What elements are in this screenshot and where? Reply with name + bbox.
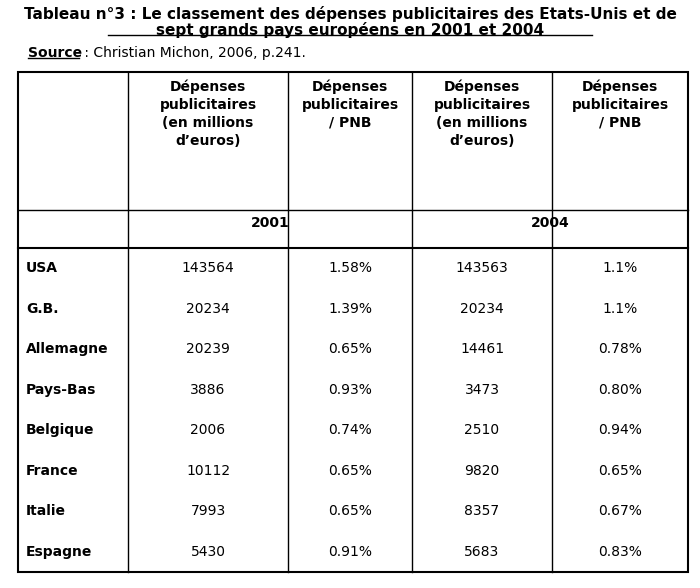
Text: Tableau n°3 : Le classement des dépenses publicitaires des Etats-Unis et de: Tableau n°3 : Le classement des dépenses… xyxy=(24,6,676,22)
Text: 20234: 20234 xyxy=(186,302,230,316)
Text: 3473: 3473 xyxy=(465,383,500,397)
Text: USA: USA xyxy=(26,261,58,275)
Text: Italie: Italie xyxy=(26,505,66,518)
Text: 7993: 7993 xyxy=(190,505,225,518)
Text: G.B.: G.B. xyxy=(26,302,59,316)
Text: 0.91%: 0.91% xyxy=(328,544,372,559)
Text: 2004: 2004 xyxy=(531,216,569,230)
Text: 20239: 20239 xyxy=(186,342,230,356)
Text: 143564: 143564 xyxy=(181,261,235,275)
Text: Allemagne: Allemagne xyxy=(26,342,108,356)
Text: 0.80%: 0.80% xyxy=(598,383,642,397)
Text: 14461: 14461 xyxy=(460,342,504,356)
Text: sept grands pays européens en 2001 et 2004: sept grands pays européens en 2001 et 20… xyxy=(156,22,544,38)
Text: 0.67%: 0.67% xyxy=(598,505,642,518)
Text: 1.39%: 1.39% xyxy=(328,302,372,316)
Text: 9820: 9820 xyxy=(464,464,500,477)
Text: 2510: 2510 xyxy=(464,423,500,437)
Text: 0.83%: 0.83% xyxy=(598,544,642,559)
Text: 0.74%: 0.74% xyxy=(328,423,372,437)
Text: Dépenses: Dépenses xyxy=(582,80,658,95)
Text: 5683: 5683 xyxy=(464,544,500,559)
Text: 2006: 2006 xyxy=(190,423,225,437)
Text: Dépenses: Dépenses xyxy=(444,80,520,95)
Text: 2001: 2001 xyxy=(251,216,289,230)
Text: Pays-Bas: Pays-Bas xyxy=(26,383,97,397)
Text: d’euros): d’euros) xyxy=(175,134,241,148)
Text: 0.65%: 0.65% xyxy=(328,505,372,518)
Text: 0.65%: 0.65% xyxy=(328,464,372,477)
Text: 0.65%: 0.65% xyxy=(328,342,372,356)
Text: Source: Source xyxy=(28,46,82,60)
Text: publicitaires: publicitaires xyxy=(302,98,398,112)
Text: 10112: 10112 xyxy=(186,464,230,477)
Text: Dépenses: Dépenses xyxy=(312,80,388,95)
Text: Belgique: Belgique xyxy=(26,423,94,437)
Text: 1.1%: 1.1% xyxy=(603,302,638,316)
Text: : Christian Michon, 2006, p.241.: : Christian Michon, 2006, p.241. xyxy=(80,46,306,60)
Text: (en millions: (en millions xyxy=(162,116,253,130)
Text: / PNB: / PNB xyxy=(598,116,641,130)
Text: 1.1%: 1.1% xyxy=(603,261,638,275)
Text: France: France xyxy=(26,464,78,477)
Text: 0.65%: 0.65% xyxy=(598,464,642,477)
Text: publicitaires: publicitaires xyxy=(433,98,531,112)
Text: publicitaires: publicitaires xyxy=(160,98,257,112)
Text: Dépenses: Dépenses xyxy=(170,80,246,95)
Text: 1.58%: 1.58% xyxy=(328,261,372,275)
Text: publicitaires: publicitaires xyxy=(571,98,668,112)
Text: 5430: 5430 xyxy=(190,544,225,559)
Text: 8357: 8357 xyxy=(464,505,500,518)
Text: 143563: 143563 xyxy=(456,261,508,275)
Text: Espagne: Espagne xyxy=(26,544,92,559)
Bar xyxy=(18,72,688,572)
Text: (en millions: (en millions xyxy=(436,116,528,130)
Text: 0.78%: 0.78% xyxy=(598,342,642,356)
Text: 3886: 3886 xyxy=(190,383,225,397)
Text: 0.93%: 0.93% xyxy=(328,383,372,397)
Text: 0.94%: 0.94% xyxy=(598,423,642,437)
Text: d’euros): d’euros) xyxy=(449,134,514,148)
Text: 20234: 20234 xyxy=(460,302,504,316)
Text: / PNB: / PNB xyxy=(329,116,371,130)
